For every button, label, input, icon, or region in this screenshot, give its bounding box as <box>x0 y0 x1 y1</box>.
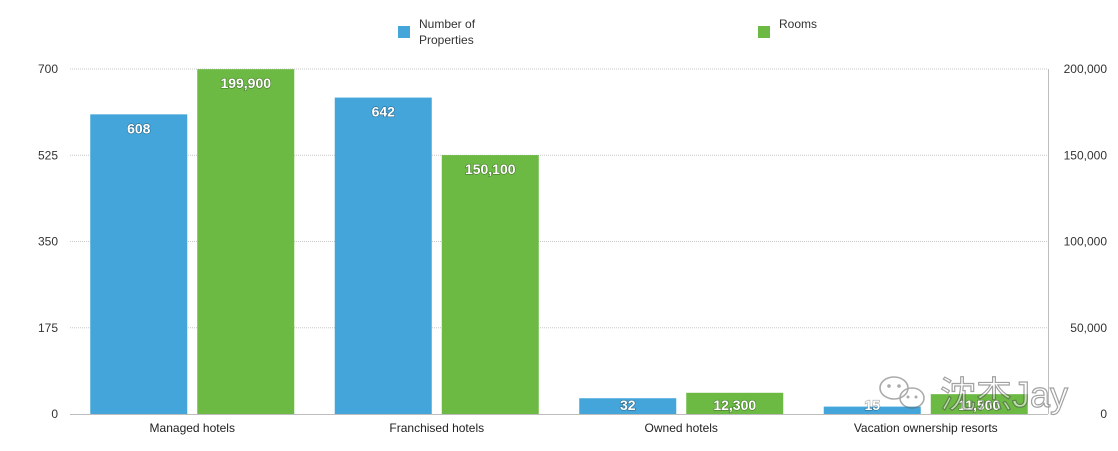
x-tick-label: Vacation ownership resorts <box>854 421 998 435</box>
y-left-tick-label: 0 <box>51 407 58 421</box>
y-left-tick-label: 700 <box>38 62 58 76</box>
watermark: 沈杰Jay <box>879 373 1069 416</box>
y-right-tick-label: 100,000 <box>1064 235 1108 249</box>
axis-layer: 0 175 350 525 700 0 50,000 100,000 150,000 200,00… <box>38 62 1107 435</box>
data-label: 11,500 <box>958 397 1000 413</box>
data-label: 642 <box>372 104 396 120</box>
y-left-tick-label: 525 <box>38 148 58 162</box>
bar-rooms <box>197 69 295 415</box>
data-label: 12,300 <box>713 397 756 413</box>
legend-swatch <box>398 26 410 38</box>
data-label: 150,100 <box>465 161 516 177</box>
data-label: 608 <box>127 120 151 136</box>
data-label: 199,900 <box>220 75 271 91</box>
y-right-tick-label: 0 <box>1100 407 1107 421</box>
bar-rooms <box>686 392 784 414</box>
data-labels-layer: 608 199,900 642 150,100 32 12,300 15 11,500 <box>126 75 1001 414</box>
watermark-text: 沈杰Jay <box>940 374 1068 415</box>
x-tick-label: Franchised hotels <box>389 421 484 435</box>
bar-rooms <box>441 155 539 414</box>
legend-label: Number of <box>419 17 476 31</box>
x-tick-label: Owned hotels <box>645 421 718 435</box>
y-right-tick-label: 150,000 <box>1064 148 1108 162</box>
wechat-icon <box>879 376 925 409</box>
legend-label: Properties <box>419 33 474 47</box>
bar-properties <box>90 114 188 414</box>
bar-properties <box>579 398 677 414</box>
y-left-tick-label: 175 <box>38 321 58 335</box>
legend-label: Rooms <box>779 17 817 31</box>
y-right-tick-label: 200,000 <box>1064 62 1108 76</box>
legend: Number of Properties Rooms <box>398 17 817 47</box>
y-right-tick-label: 50,000 <box>1070 321 1107 335</box>
bar-properties <box>823 406 921 414</box>
bars-layer <box>90 69 1028 415</box>
y-left-tick-label: 350 <box>38 235 58 249</box>
data-label: 15 <box>864 397 880 413</box>
bar-properties <box>334 97 432 414</box>
x-tick-label: Managed hotels <box>150 421 235 435</box>
data-label: 32 <box>620 397 636 413</box>
legend-swatch <box>758 26 770 38</box>
bar-rooms <box>930 394 1028 414</box>
